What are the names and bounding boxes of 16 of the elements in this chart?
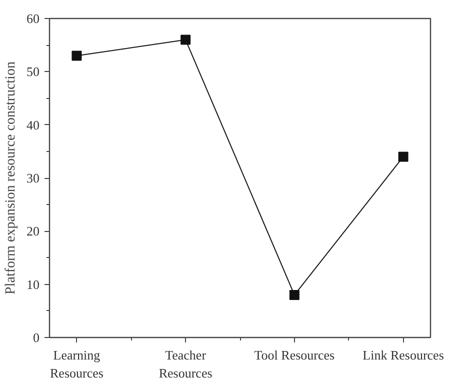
point [72, 50, 82, 61]
point [289, 290, 300, 300]
y-tick-label: 40 [26, 117, 40, 132]
y-tick-label: 50 [26, 64, 40, 80]
y-tick-label: 60 [26, 11, 40, 26]
x-tick-label: Teacher Resources [158, 348, 212, 380]
y-tick-label: 10 [26, 276, 40, 292]
x-tick-label: Link Resources [362, 348, 444, 362]
y-tick-label: 20 [26, 224, 40, 239]
y-tick-label: 30 [26, 170, 40, 186]
x-tick-label: Tool Resources [254, 348, 335, 362]
x-tick-label: Learning Resources [50, 348, 104, 380]
point [398, 152, 408, 162]
y-tick-label: 0 [33, 330, 40, 345]
point [180, 34, 191, 45]
y-axis-title: Platform expansion resource construction [4, 62, 18, 294]
